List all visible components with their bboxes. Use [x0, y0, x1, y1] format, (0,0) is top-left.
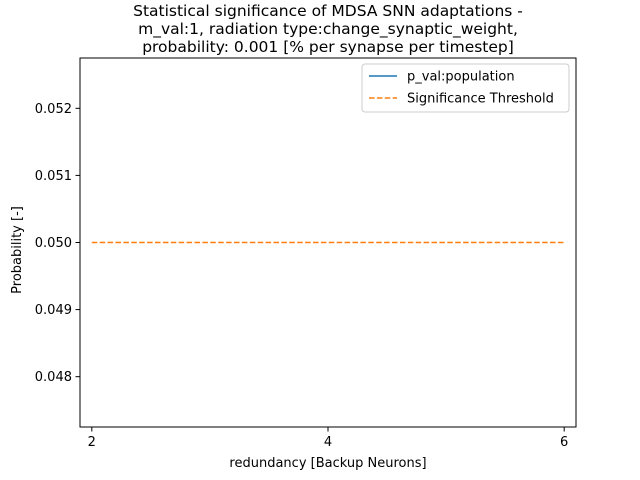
legend-label-significance-threshold: Significance Threshold [407, 92, 554, 107]
y-axis-label: Probability [-] [10, 206, 25, 294]
chart-title-line-1: Statistical significance of MDSA SNN ada… [133, 2, 523, 20]
y-tick-label: 0.052 [35, 102, 72, 117]
x-axis-label: redundancy [Backup Neurons] [229, 456, 426, 471]
y-tick-label: 0.048 [35, 370, 72, 385]
chart-title-line-3: probability: 0.001 [% per synapse per ti… [142, 38, 514, 56]
plot-area [79, 57, 577, 428]
x-tick-label: 2 [88, 435, 96, 450]
axes-frame [79, 57, 577, 428]
legend-label-p-val-population: p_val:population [407, 70, 515, 85]
legend-box [361, 63, 570, 113]
legend: p_val:population Significance Threshold [361, 63, 570, 113]
chart-title-line-2: m_val:1, radiation type:change_synaptic_… [138, 20, 518, 39]
y-tick-label: 0.051 [35, 169, 72, 184]
x-tick-label: 6 [560, 435, 568, 450]
x-tick-label: 4 [324, 435, 332, 450]
x-axis: 2 4 6 [88, 427, 568, 450]
y-axis: 0.048 0.049 0.050 0.051 0.052 [35, 102, 80, 385]
y-tick-label: 0.050 [35, 236, 72, 251]
y-tick-label: 0.049 [35, 303, 72, 318]
chart-title: Statistical significance of MDSA SNN ada… [133, 2, 523, 56]
